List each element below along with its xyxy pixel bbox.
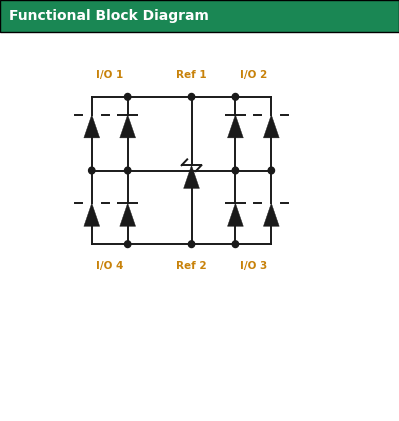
Text: I/O 3: I/O 3 bbox=[240, 261, 267, 271]
Circle shape bbox=[232, 93, 239, 100]
Circle shape bbox=[232, 167, 239, 174]
Circle shape bbox=[188, 241, 195, 248]
Polygon shape bbox=[84, 203, 100, 226]
FancyBboxPatch shape bbox=[0, 0, 399, 32]
Circle shape bbox=[124, 241, 131, 248]
Circle shape bbox=[188, 93, 195, 100]
Text: I/O 2: I/O 2 bbox=[240, 70, 267, 80]
Polygon shape bbox=[263, 203, 279, 226]
Circle shape bbox=[232, 241, 239, 248]
Circle shape bbox=[89, 167, 95, 174]
Polygon shape bbox=[84, 115, 100, 138]
Polygon shape bbox=[120, 203, 136, 226]
Polygon shape bbox=[227, 115, 243, 138]
Polygon shape bbox=[184, 165, 200, 189]
Text: Ref 1: Ref 1 bbox=[176, 70, 207, 80]
Polygon shape bbox=[263, 115, 279, 138]
Text: Ref 2: Ref 2 bbox=[176, 261, 207, 271]
Circle shape bbox=[268, 167, 275, 174]
Circle shape bbox=[124, 167, 131, 174]
Text: I/O 1: I/O 1 bbox=[96, 70, 123, 80]
Text: I/O 4: I/O 4 bbox=[96, 261, 123, 271]
Circle shape bbox=[124, 93, 131, 100]
Polygon shape bbox=[227, 203, 243, 226]
Text: Functional Block Diagram: Functional Block Diagram bbox=[9, 9, 209, 23]
Polygon shape bbox=[120, 115, 136, 138]
